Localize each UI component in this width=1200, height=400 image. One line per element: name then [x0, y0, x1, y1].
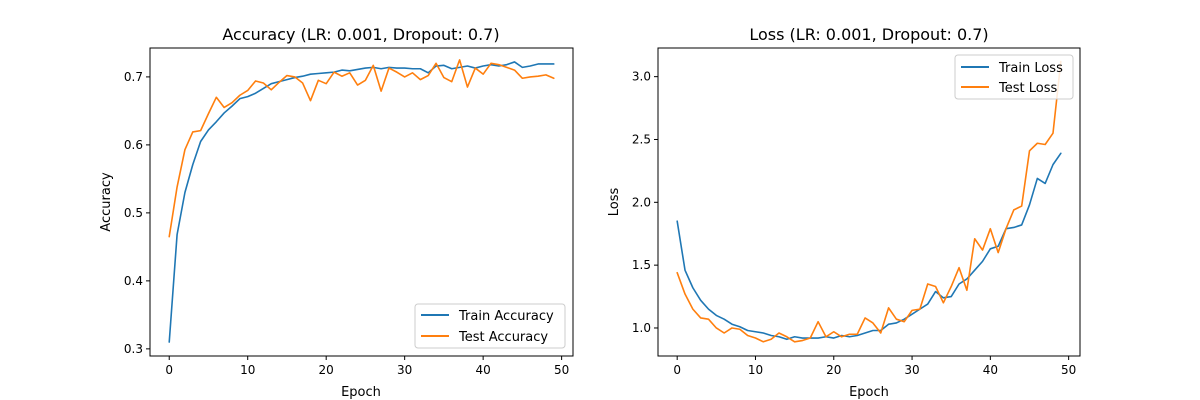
y-axis-label: Loss — [607, 188, 622, 217]
y-tick-label: 0.3 — [124, 342, 143, 356]
series-line-train — [676, 152, 1062, 341]
x-tick-label: 40 — [476, 363, 491, 377]
chart-title: Loss (LR: 0.001, Dropout: 0.7) — [749, 25, 988, 44]
legend-label-train: Train Accuracy — [458, 309, 554, 324]
legend-label-train: Train Loss — [998, 61, 1063, 76]
legend-label-test: Test Accuracy — [458, 330, 548, 345]
y-tick-label: 0.4 — [124, 274, 143, 288]
x-tick-label: 50 — [554, 363, 569, 377]
accuracy-chart: Accuracy (LR: 0.001, Dropout: 0.7) 0 10 20… — [99, 25, 574, 400]
axis-ticks: 0 10 20 30 40 50 0.3 0.4 0.5 0.6 0.7 — [124, 70, 569, 377]
loss-chart: Loss (LR: 0.001, Dropout: 0.7) 0 10 20 30 40… — [607, 25, 1081, 400]
x-tick-label: 10 — [240, 363, 255, 377]
y-tick-label: 3.0 — [632, 70, 651, 84]
plot-frame — [149, 47, 574, 357]
legend-label-test: Test Loss — [998, 81, 1057, 96]
plot-area — [168, 59, 555, 343]
legend-box — [414, 303, 566, 349]
x-axis-label: Epoch — [341, 385, 381, 400]
y-tick-label: 2.5 — [632, 132, 651, 146]
x-tick-label: 0 — [165, 363, 173, 377]
x-tick-label: 30 — [904, 363, 919, 377]
y-tick-label: 1.5 — [632, 258, 651, 272]
series-line-train — [168, 61, 555, 343]
y-tick-label: 0.7 — [124, 70, 143, 84]
y-tick-label: 2.0 — [632, 195, 651, 209]
y-tick-label: 1.0 — [632, 321, 651, 335]
x-axis-label: Epoch — [849, 385, 889, 400]
plot-area — [676, 60, 1062, 343]
x-tick-label: 20 — [826, 363, 841, 377]
x-tick-label: 50 — [1061, 363, 1076, 377]
y-axis-label: Accuracy — [99, 172, 114, 232]
y-tick-label: 0.6 — [124, 138, 143, 152]
series-line-test — [168, 59, 555, 238]
chart-title: Accuracy (LR: 0.001, Dropout: 0.7) — [222, 25, 499, 44]
series-line-test — [676, 60, 1062, 343]
x-tick-label: 10 — [748, 363, 763, 377]
x-tick-label: 0 — [673, 363, 681, 377]
x-tick-label: 40 — [983, 363, 998, 377]
legend: Train Loss Test Loss — [954, 54, 1074, 100]
axis-ticks: 0 10 20 30 40 50 1.0 1.5 2.0 2.5 3.0 — [632, 70, 1076, 377]
legend: Train Accuracy Test Accuracy — [414, 303, 566, 349]
x-tick-label: 30 — [397, 363, 412, 377]
x-tick-label: 20 — [319, 363, 334, 377]
y-tick-label: 0.5 — [124, 206, 143, 220]
